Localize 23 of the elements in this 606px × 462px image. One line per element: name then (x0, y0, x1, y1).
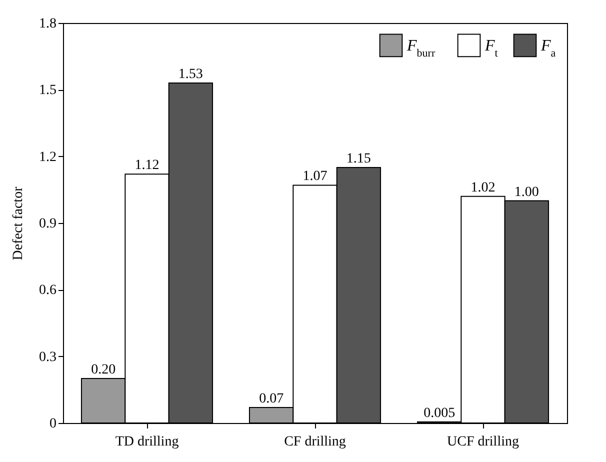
data-label: 1.00 (514, 184, 539, 200)
y-tick-label: 1.2 (39, 150, 56, 165)
y-tick-label: 0 (50, 416, 56, 432)
y-axis-title: Defect factor (11, 186, 26, 260)
x-tick-label: CF drilling (284, 434, 346, 450)
legend-label: F$_{t}$ (484, 37, 498, 60)
data-label: 1.07 (302, 169, 328, 184)
y-tick-label: 0.6 (39, 283, 56, 298)
y-tick-label: 1.8 (39, 16, 56, 32)
data-label: 0.07 (259, 391, 284, 406)
legend-label: F$_{burr}$ (406, 37, 436, 60)
y-tick-label: 1.5 (39, 83, 56, 98)
data-label: 1.12 (134, 158, 160, 174)
y-tick-label: 0.3 (39, 350, 56, 365)
data-label: 1.53 (178, 67, 203, 82)
x-tick-label: UCF drilling (447, 434, 519, 450)
data-label: 0.005 (424, 406, 456, 421)
legend-label: F$_{a}$ (540, 37, 556, 60)
y-tick-label: 0.9 (39, 216, 56, 232)
data-label: 1.15 (346, 151, 371, 166)
data-label: 0.20 (91, 362, 116, 378)
data-label: 1.02 (470, 180, 496, 196)
x-tick-label: TD drilling (115, 434, 179, 450)
